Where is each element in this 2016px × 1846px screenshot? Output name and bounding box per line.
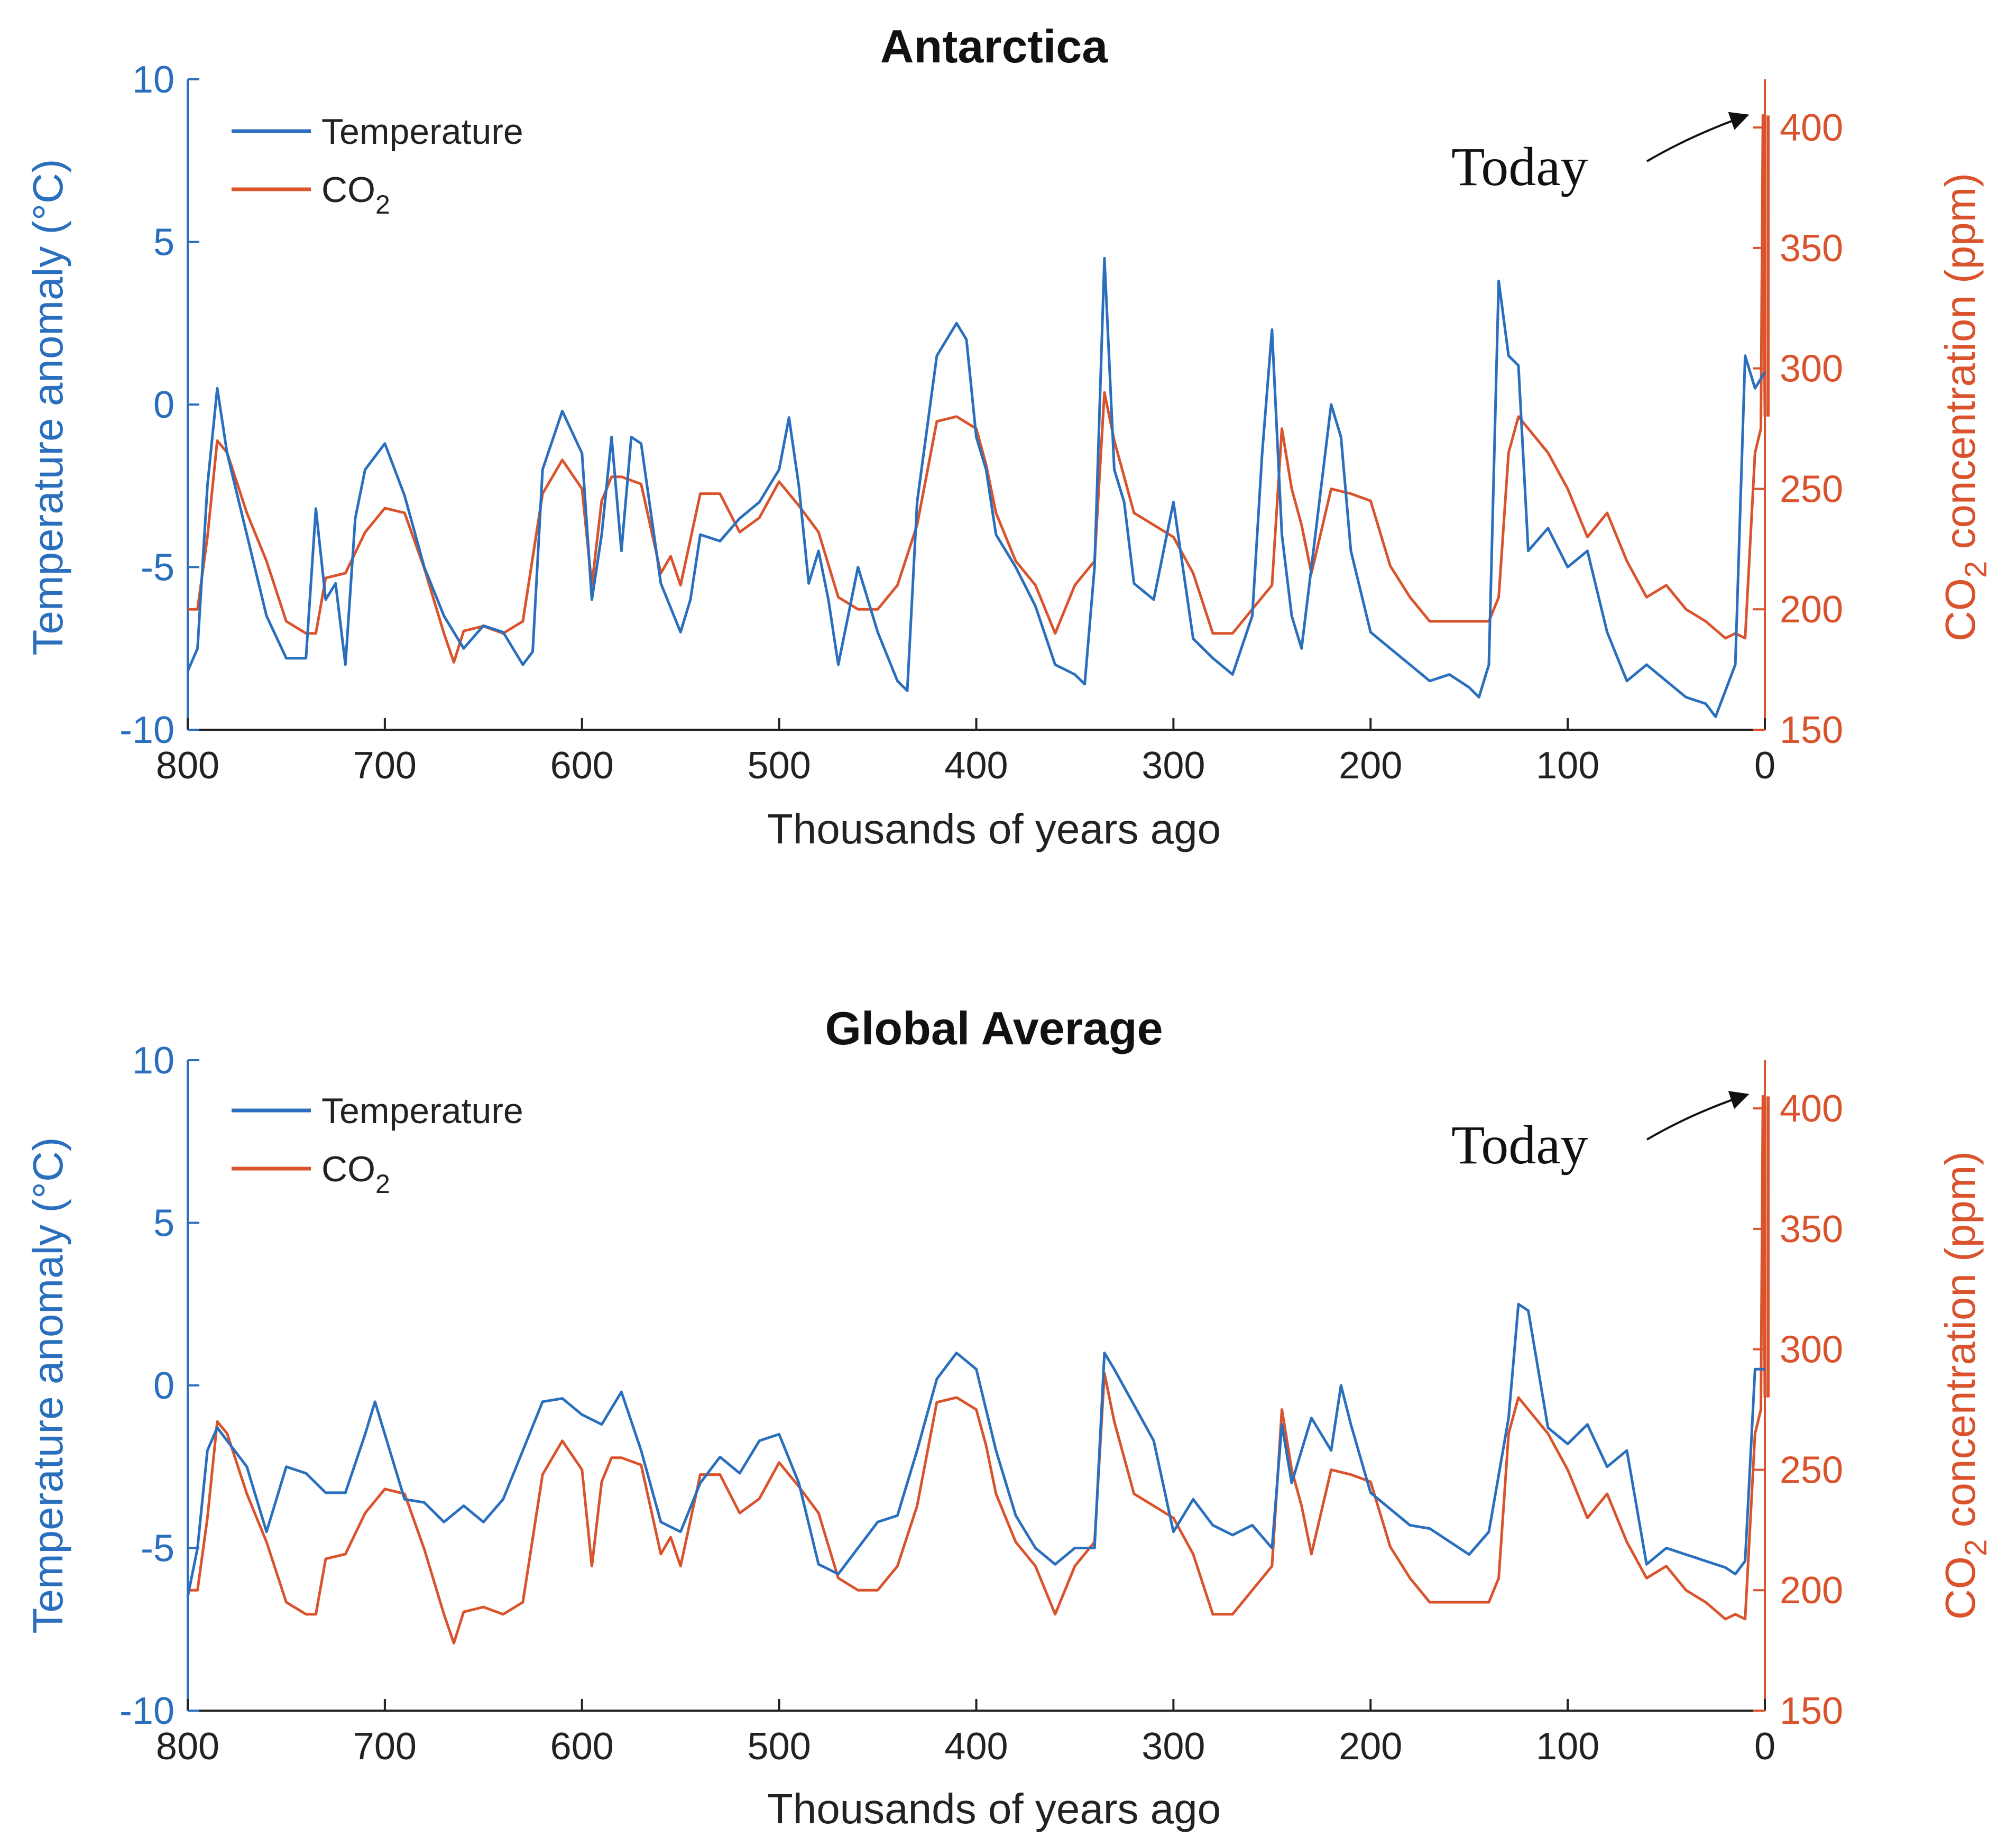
y-left-tick-label: 10 (132, 1040, 174, 1082)
x-axis-label: Thousands of years ago (767, 805, 1221, 852)
y-left-tick-label: 5 (153, 222, 174, 264)
y-right-tick-label: 200 (1780, 589, 1843, 631)
temperature-line (186, 1302, 1765, 1597)
co2-line (188, 114, 1766, 664)
x-tick-label: 300 (1142, 745, 1205, 787)
series-group (186, 1095, 1770, 1645)
x-tick-label: 0 (1754, 1725, 1775, 1768)
temperature-line (186, 256, 1766, 718)
chart-panel-global-average: Global Average 800 700 600 500 400 300 200 100 0… (24, 1002, 1993, 1832)
x-tick-label: 500 (748, 745, 811, 787)
x-tick-label: 800 (156, 1725, 219, 1768)
y-left-tick-label: 0 (153, 1365, 174, 1407)
tick-labels: 800 700 600 500 400 300 200 100 0 10 5 0 -5 -10 400 350… (119, 1040, 1843, 1768)
today-annotation: Today (1451, 1115, 1588, 1175)
y-right-tick-label: 350 (1780, 227, 1843, 270)
y-left-tick-label: 0 (153, 384, 174, 426)
legend: Temperature CO2 (232, 1091, 523, 1199)
co2-line (188, 1095, 1766, 1645)
x-tick-label: 700 (353, 745, 417, 787)
chart-title: Global Average (825, 1002, 1163, 1054)
x-tick-label: 500 (748, 1725, 811, 1768)
legend-temperature-label: Temperature (321, 112, 523, 152)
today-annotation: Today (1451, 136, 1588, 197)
x-tick-label: 400 (944, 1725, 1008, 1768)
y-right-tick-label: 350 (1780, 1208, 1843, 1251)
y-right-tick-label: 400 (1780, 1088, 1843, 1130)
y-axis-right-label: CO2 concentration (ppm) (1937, 1151, 1993, 1620)
x-tick-label: 800 (156, 745, 219, 787)
x-tick-label: 400 (944, 745, 1008, 787)
legend-co2-label: CO2 (321, 1149, 390, 1199)
x-tick-label: 700 (353, 1725, 417, 1768)
legend-temperature-label: Temperature (321, 1091, 523, 1131)
y-left-tick-label: -5 (141, 547, 174, 589)
y-right-tick-label: 150 (1780, 1690, 1843, 1732)
today-arrow (1646, 1091, 1750, 1141)
tick-labels: 800 700 600 500 400 300 200 100 0 10 5 0 -5 -10 400 350… (119, 59, 1843, 787)
y-left-tick-label: -10 (119, 1690, 174, 1732)
y-right-tick-label: 250 (1780, 468, 1843, 510)
series-group (186, 114, 1770, 718)
y-right-tick-label: 200 (1780, 1569, 1843, 1612)
x-tick-label: 300 (1142, 1725, 1205, 1768)
y-right-tick-label: 250 (1780, 1449, 1843, 1491)
y-right-tick-label: 150 (1780, 709, 1843, 751)
x-tick-label: 100 (1536, 1725, 1599, 1768)
y-left-tick-label: 5 (153, 1202, 174, 1245)
y-right-tick-label: 300 (1780, 1329, 1843, 1371)
x-tick-label: 0 (1754, 745, 1775, 787)
x-tick-label: 600 (550, 745, 614, 787)
y-left-tick-label: -5 (141, 1528, 174, 1570)
x-tick-label: 200 (1339, 1725, 1402, 1768)
y-left-tick-label: -10 (119, 709, 174, 751)
y-right-tick-label: 400 (1780, 107, 1843, 149)
y-axis-left-label: Temperature anomaly (°C) (24, 159, 71, 656)
chart-panel-antarctica: Antarctica 800 700 600 500 400 300 200 100 0 10 5 0… (24, 20, 1993, 852)
legend-co2-label: CO2 (321, 170, 390, 219)
y-axis-right-label: CO2 concentration (ppm) (1937, 173, 1993, 641)
x-axis-label: Thousands of years ago (767, 1785, 1221, 1832)
legend: Temperature CO2 (232, 112, 523, 219)
y-axis-left-label: Temperature anomaly (°C) (24, 1137, 71, 1634)
today-arrow (1646, 112, 1750, 162)
x-tick-label: 200 (1339, 745, 1402, 787)
chart-title: Antarctica (880, 20, 1108, 72)
y-right-tick-label: 300 (1780, 348, 1843, 390)
x-tick-label: 600 (550, 1725, 614, 1768)
y-left-tick-label: 10 (132, 59, 174, 101)
x-tick-label: 100 (1536, 745, 1599, 787)
